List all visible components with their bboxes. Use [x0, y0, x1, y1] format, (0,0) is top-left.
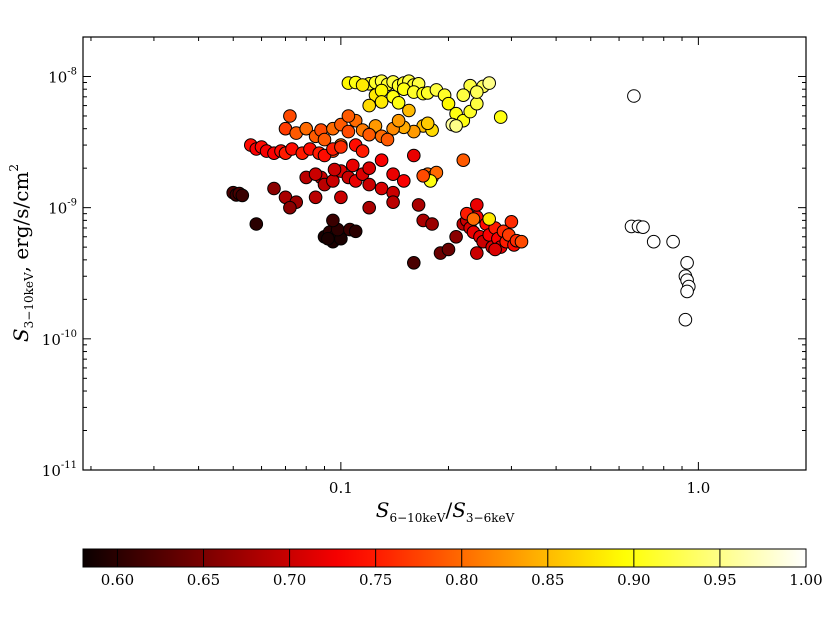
colorbar-tick-label: 0.90: [617, 571, 650, 589]
colorbar-ticks: 0.60 0.65 0.70 0.75 0.80 0.85 0.90 0.95 1.00: [101, 549, 823, 589]
data-point: [466, 212, 481, 226]
data-point: [341, 124, 356, 139]
data-point: [355, 144, 370, 158]
data-point: [482, 212, 497, 226]
data-point: [374, 153, 389, 167]
data-point: [504, 215, 519, 229]
x-axis-label: S6−10keV/S3−6keV: [376, 498, 515, 525]
data-point: [362, 177, 377, 192]
open-data-point: [666, 234, 680, 249]
data-point: [493, 110, 508, 124]
colorbar-tick-label: 0.60: [101, 571, 134, 589]
plot-frame: [82, 36, 807, 471]
x-tick-label: 0.1: [329, 479, 353, 497]
data-point: [488, 242, 502, 257]
data-point: [391, 96, 406, 110]
data-point: [411, 198, 426, 212]
colorbar-tick-label: 0.85: [531, 571, 564, 589]
data-point: [402, 103, 416, 118]
data-point: [374, 181, 389, 196]
data-point: [456, 88, 471, 102]
data-point: [456, 153, 471, 167]
data-point: [380, 132, 395, 147]
x-tick-label: 1.0: [686, 479, 710, 497]
y-tick-label: 10-8: [48, 66, 77, 86]
data-point: [341, 109, 356, 123]
data-point: [327, 162, 342, 177]
data-point: [407, 256, 421, 270]
data-point: [514, 234, 529, 249]
data-point: [470, 96, 484, 111]
data-point: [449, 230, 463, 244]
open-data-point: [636, 220, 650, 234]
data-point: [299, 121, 314, 136]
colorbar-tick-label: 0.80: [445, 571, 478, 589]
colorbar-tick-label: 0.75: [359, 571, 392, 589]
colorbar-tick-label: 0.65: [187, 571, 220, 589]
y-axis-label: S3−10keV, erg/s/cm2: [7, 164, 36, 342]
data-point: [308, 167, 323, 181]
data-point: [362, 200, 377, 215]
open-data-point: [680, 284, 694, 299]
data-point: [235, 188, 250, 203]
data-point: [362, 161, 377, 175]
data-point: [326, 213, 340, 228]
open-data-point: [627, 89, 641, 103]
data-point: [374, 83, 389, 98]
data-point: [441, 96, 456, 111]
data-point: [321, 231, 335, 246]
axis-ticks: 0.1 1.0 10-11 10-10 10-9 10-8: [42, 36, 807, 497]
y-tick-label: 10-9: [48, 198, 77, 218]
data-point: [283, 109, 297, 123]
data-point: [362, 98, 377, 113]
y-tick-label: 10-11: [42, 460, 77, 480]
data-point: [346, 158, 360, 173]
data-point: [355, 78, 370, 92]
colorbar-tick-label: 0.95: [703, 571, 736, 589]
colorbar: 0.60 0.65 0.70 0.75 0.80 0.85 0.90 0.95 1.00: [82, 548, 823, 589]
colorbar-tick-label: 0.70: [273, 571, 306, 589]
data-points: [226, 74, 696, 327]
y-tick-label: 10-10: [42, 329, 77, 349]
open-data-point: [646, 234, 661, 249]
data-point: [420, 116, 435, 131]
data-point: [470, 246, 484, 260]
data-point: [386, 167, 400, 181]
data-point: [397, 174, 411, 188]
data-point: [470, 85, 484, 99]
data-point: [386, 195, 400, 209]
data-point: [317, 132, 332, 147]
data-point: [441, 242, 456, 257]
data-point: [416, 169, 431, 183]
data-point: [308, 190, 323, 205]
open-data-point: [680, 256, 694, 270]
colorbar-tick-label: 1.00: [789, 571, 822, 589]
data-point: [470, 198, 484, 212]
data-point: [374, 95, 389, 109]
data-point: [334, 140, 348, 154]
data-point: [267, 181, 281, 196]
data-point: [348, 224, 363, 239]
open-data-point: [678, 312, 693, 327]
data-point: [334, 190, 348, 205]
data-point: [391, 113, 406, 128]
colorbar-gradient: [82, 548, 807, 568]
data-point: [362, 127, 377, 142]
data-point: [249, 217, 264, 231]
data-point: [407, 148, 421, 163]
data-point: [482, 76, 497, 90]
data-point: [425, 217, 439, 231]
data-point: [283, 200, 297, 215]
data-point: [449, 119, 463, 133]
